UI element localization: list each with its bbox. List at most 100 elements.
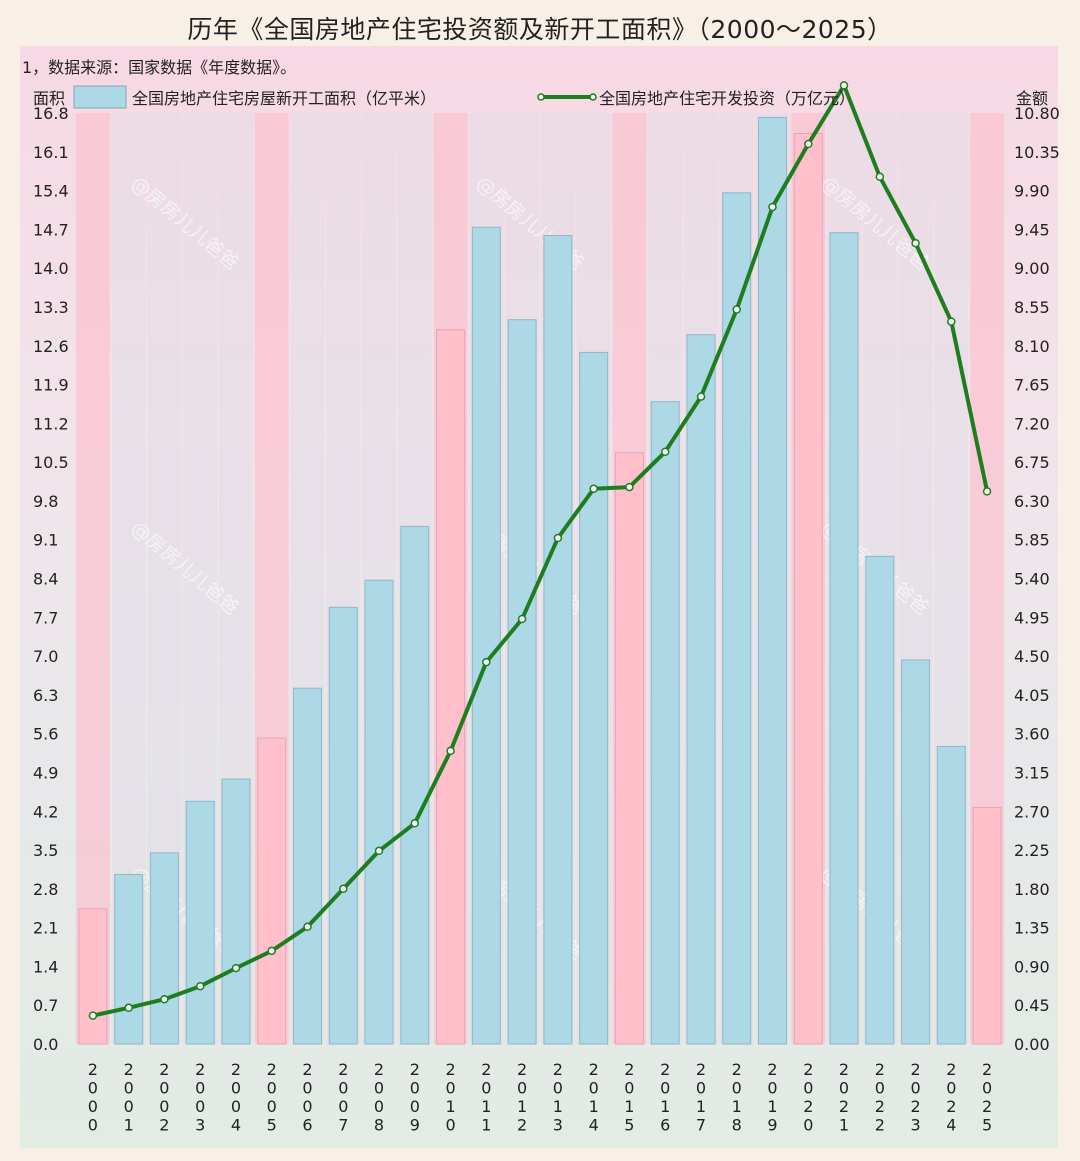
left-tick-label: 15.4 bbox=[33, 182, 69, 201]
x-tick-digit: 0 bbox=[302, 1097, 312, 1116]
point-2020 bbox=[804, 139, 813, 149]
left-tick-label: 13.3 bbox=[33, 298, 69, 317]
point-2001 bbox=[124, 1003, 133, 1013]
x-tick-digit: 2 bbox=[124, 1060, 134, 1079]
x-tick-digit: 2 bbox=[839, 1060, 849, 1079]
investment-line-path bbox=[92, 83, 990, 1018]
right-tick-label: 7.20 bbox=[1014, 414, 1050, 433]
point-2000 bbox=[88, 1011, 98, 1020]
left-tick-label: 16.1 bbox=[33, 143, 69, 162]
bar-2013 bbox=[543, 235, 573, 1045]
x-tick-digit: 4 bbox=[231, 1116, 241, 1135]
point-2024 bbox=[947, 317, 956, 326]
point-2019 bbox=[768, 202, 777, 212]
x-tick-digit: 0 bbox=[195, 1097, 205, 1116]
point-2004 bbox=[231, 963, 241, 973]
right-tick-label: 7.65 bbox=[1014, 376, 1050, 395]
right-tick-label: 4.50 bbox=[1014, 647, 1050, 666]
legend-bar-label: 全国房地产住宅房屋新开工面积（亿平米） bbox=[132, 89, 436, 108]
x-tick-digit: 1 bbox=[767, 1097, 777, 1116]
bar-2010 bbox=[436, 329, 466, 1045]
x-tick-digit: 1 bbox=[446, 1097, 456, 1116]
x-tick-digit: 1 bbox=[696, 1097, 706, 1116]
right-tick-label: 2.25 bbox=[1014, 841, 1050, 860]
point-2003 bbox=[195, 981, 205, 991]
bar-2025 bbox=[972, 806, 1002, 1045]
x-tick-digit: 0 bbox=[696, 1079, 706, 1098]
x-tick-digit: 0 bbox=[911, 1079, 921, 1098]
x-tick-digit: 1 bbox=[481, 1116, 491, 1135]
x-tick-digit: 1 bbox=[517, 1097, 527, 1116]
x-tick-digit: 0 bbox=[374, 1079, 384, 1098]
legend-line-label: 全国房地产住宅开发投资（万亿元） bbox=[599, 89, 855, 108]
left-tick-label: 1.4 bbox=[33, 957, 58, 976]
x-tick-digit: 1 bbox=[732, 1097, 742, 1116]
x-tick-digit: 0 bbox=[267, 1097, 277, 1116]
x-tick-digit: 4 bbox=[589, 1116, 599, 1135]
left-axis-label: 面积 bbox=[33, 89, 65, 108]
x-tick-digit: 2 bbox=[803, 1060, 813, 1079]
point-2017 bbox=[696, 392, 706, 401]
x-tick-digit: 0 bbox=[88, 1116, 98, 1135]
x-tick-digit: 0 bbox=[446, 1079, 456, 1098]
x-tick-digit: 2 bbox=[982, 1060, 992, 1079]
x-tick-digit: 8 bbox=[732, 1116, 742, 1135]
point-2002 bbox=[160, 994, 169, 1004]
x-tick-digit: 0 bbox=[267, 1079, 277, 1098]
x-tick-digit: 0 bbox=[124, 1079, 134, 1098]
x-tick-digit: 6 bbox=[302, 1116, 312, 1135]
point-2015 bbox=[625, 482, 634, 492]
x-tick-digit: 0 bbox=[410, 1079, 420, 1098]
x-tick-digit: 7 bbox=[696, 1116, 706, 1135]
x-tick-digit: 0 bbox=[338, 1079, 348, 1098]
right-tick-label: 5.40 bbox=[1014, 570, 1050, 589]
x-tick-digit: 0 bbox=[946, 1079, 956, 1098]
x-tick-digit: 2 bbox=[732, 1060, 742, 1079]
x-tick-digit: 2 bbox=[374, 1060, 384, 1079]
x-tick-digit: 0 bbox=[803, 1079, 813, 1098]
bar-2000 bbox=[78, 908, 108, 1045]
bar-2001 bbox=[114, 873, 144, 1045]
legend-line-marker bbox=[537, 93, 545, 101]
right-tick-label: 0.90 bbox=[1014, 957, 1050, 976]
x-tick-digit: 2 bbox=[517, 1060, 527, 1079]
left-tick-label: 14.0 bbox=[33, 259, 69, 278]
x-tick-digit: 2 bbox=[982, 1097, 992, 1116]
bar-2003 bbox=[185, 800, 215, 1045]
x-tick-digit: 6 bbox=[660, 1116, 670, 1135]
left-tick-label: 0.7 bbox=[33, 996, 58, 1015]
x-tick-digit: 2 bbox=[696, 1060, 706, 1079]
x-tick-digit: 2 bbox=[946, 1097, 956, 1116]
chart-title: 历年《全国房地产住宅投资额及新开工面积》（2000～2025） bbox=[187, 15, 893, 44]
left-tick-label: 7.7 bbox=[33, 608, 58, 627]
bar-2007 bbox=[328, 606, 358, 1045]
x-tick-digit: 3 bbox=[195, 1116, 205, 1135]
x-tick-digit: 2 bbox=[767, 1060, 777, 1079]
x-tick-digit: 0 bbox=[589, 1079, 599, 1098]
x-tick-digit: 2 bbox=[517, 1116, 527, 1135]
point-2009 bbox=[410, 819, 420, 828]
point-2023 bbox=[911, 238, 920, 248]
x-tick-digit: 2 bbox=[410, 1060, 420, 1079]
x-tick-digit: 2 bbox=[875, 1097, 885, 1116]
x-tick-digit: 0 bbox=[159, 1097, 169, 1116]
x-tick-digit: 0 bbox=[338, 1097, 348, 1116]
x-tick-digit: 0 bbox=[839, 1079, 849, 1098]
x-tick-digit: 0 bbox=[195, 1079, 205, 1098]
x-tick-digit: 0 bbox=[446, 1116, 456, 1135]
x-tick-digit: 2 bbox=[481, 1060, 491, 1079]
x-tick-digit: 2 bbox=[946, 1060, 956, 1079]
x-tick-digit: 1 bbox=[624, 1097, 634, 1116]
point-2006 bbox=[303, 922, 312, 932]
left-tick-label: 9.1 bbox=[33, 531, 58, 550]
